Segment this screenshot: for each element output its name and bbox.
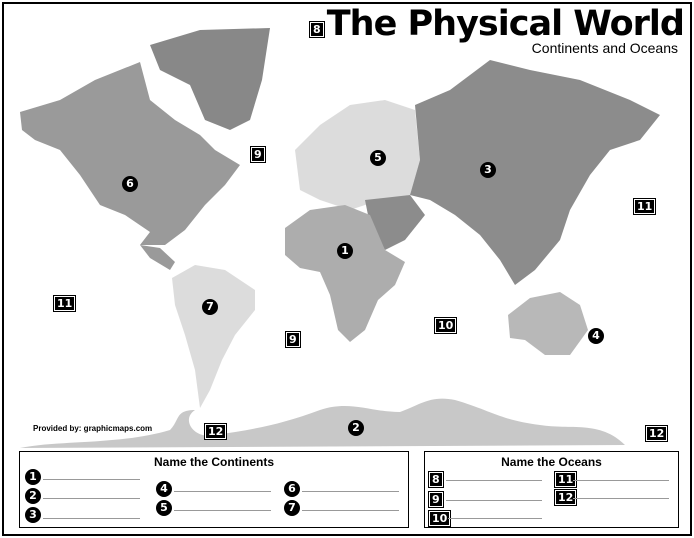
oceans-box-title: Name the Oceans [501, 455, 602, 469]
oceans-answer-box: Name the Oceans [424, 451, 679, 528]
south-america [172, 265, 255, 408]
ocean-label-8: 8 [309, 21, 325, 38]
continent-label-7: 7 [202, 299, 218, 315]
answer-number-12: 12 [553, 489, 578, 506]
north-america [20, 62, 240, 245]
answer-number-1: 1 [25, 469, 41, 485]
middle-east [365, 195, 425, 250]
continent-label-2: 2 [348, 420, 364, 436]
continent-label-4: 4 [588, 328, 604, 344]
greenland [150, 28, 270, 130]
asia [410, 60, 660, 285]
europe [295, 100, 420, 210]
answer-line-2[interactable] [43, 498, 140, 499]
answer-number-9: 9 [428, 491, 444, 508]
continent-label-3: 3 [480, 162, 496, 178]
answer-line-3[interactable] [43, 518, 140, 519]
answer-number-3: 3 [25, 507, 41, 523]
answer-number-11: 11 [553, 471, 578, 488]
answer-number-2: 2 [25, 488, 41, 504]
ocean-label-9: 9 [250, 146, 266, 163]
answer-number-4: 4 [156, 481, 172, 497]
page-subtitle: Continents and Oceans [531, 40, 678, 56]
ocean-label-11: 11 [52, 295, 77, 312]
answer-line-10[interactable] [448, 518, 542, 519]
page-title: The Physical World [326, 4, 685, 44]
ocean-label-11: 11 [632, 198, 657, 215]
answer-number-6: 6 [284, 481, 300, 497]
ocean-label-9: 9 [285, 331, 301, 348]
answer-line-12[interactable] [573, 498, 669, 499]
ocean-label-12: 12 [644, 425, 669, 442]
answer-line-8[interactable] [446, 480, 542, 481]
central-america [140, 245, 175, 270]
continent-label-6: 6 [122, 176, 138, 192]
credit-text: Provided by: graphicmaps.com [33, 424, 153, 433]
answer-line-6[interactable] [302, 491, 399, 492]
answer-number-8: 8 [428, 471, 444, 488]
answer-line-4[interactable] [174, 491, 271, 492]
ocean-label-10: 10 [433, 317, 458, 334]
answer-line-9[interactable] [446, 500, 542, 501]
answer-number-5: 5 [156, 500, 172, 516]
continent-label-1: 1 [337, 243, 353, 259]
answer-number-7: 7 [284, 500, 300, 516]
australia [508, 292, 588, 355]
africa [285, 205, 405, 342]
ocean-label-12: 12 [203, 423, 228, 440]
answer-line-11[interactable] [573, 480, 669, 481]
answer-line-7[interactable] [302, 510, 399, 511]
answer-line-5[interactable] [174, 510, 271, 511]
continents-box-title: Name the Continents [153, 455, 274, 469]
continent-label-5: 5 [370, 150, 386, 166]
antarctica [20, 398, 625, 448]
continents-answer-box: Name the Continents [19, 451, 409, 528]
answer-line-1[interactable] [43, 479, 140, 480]
